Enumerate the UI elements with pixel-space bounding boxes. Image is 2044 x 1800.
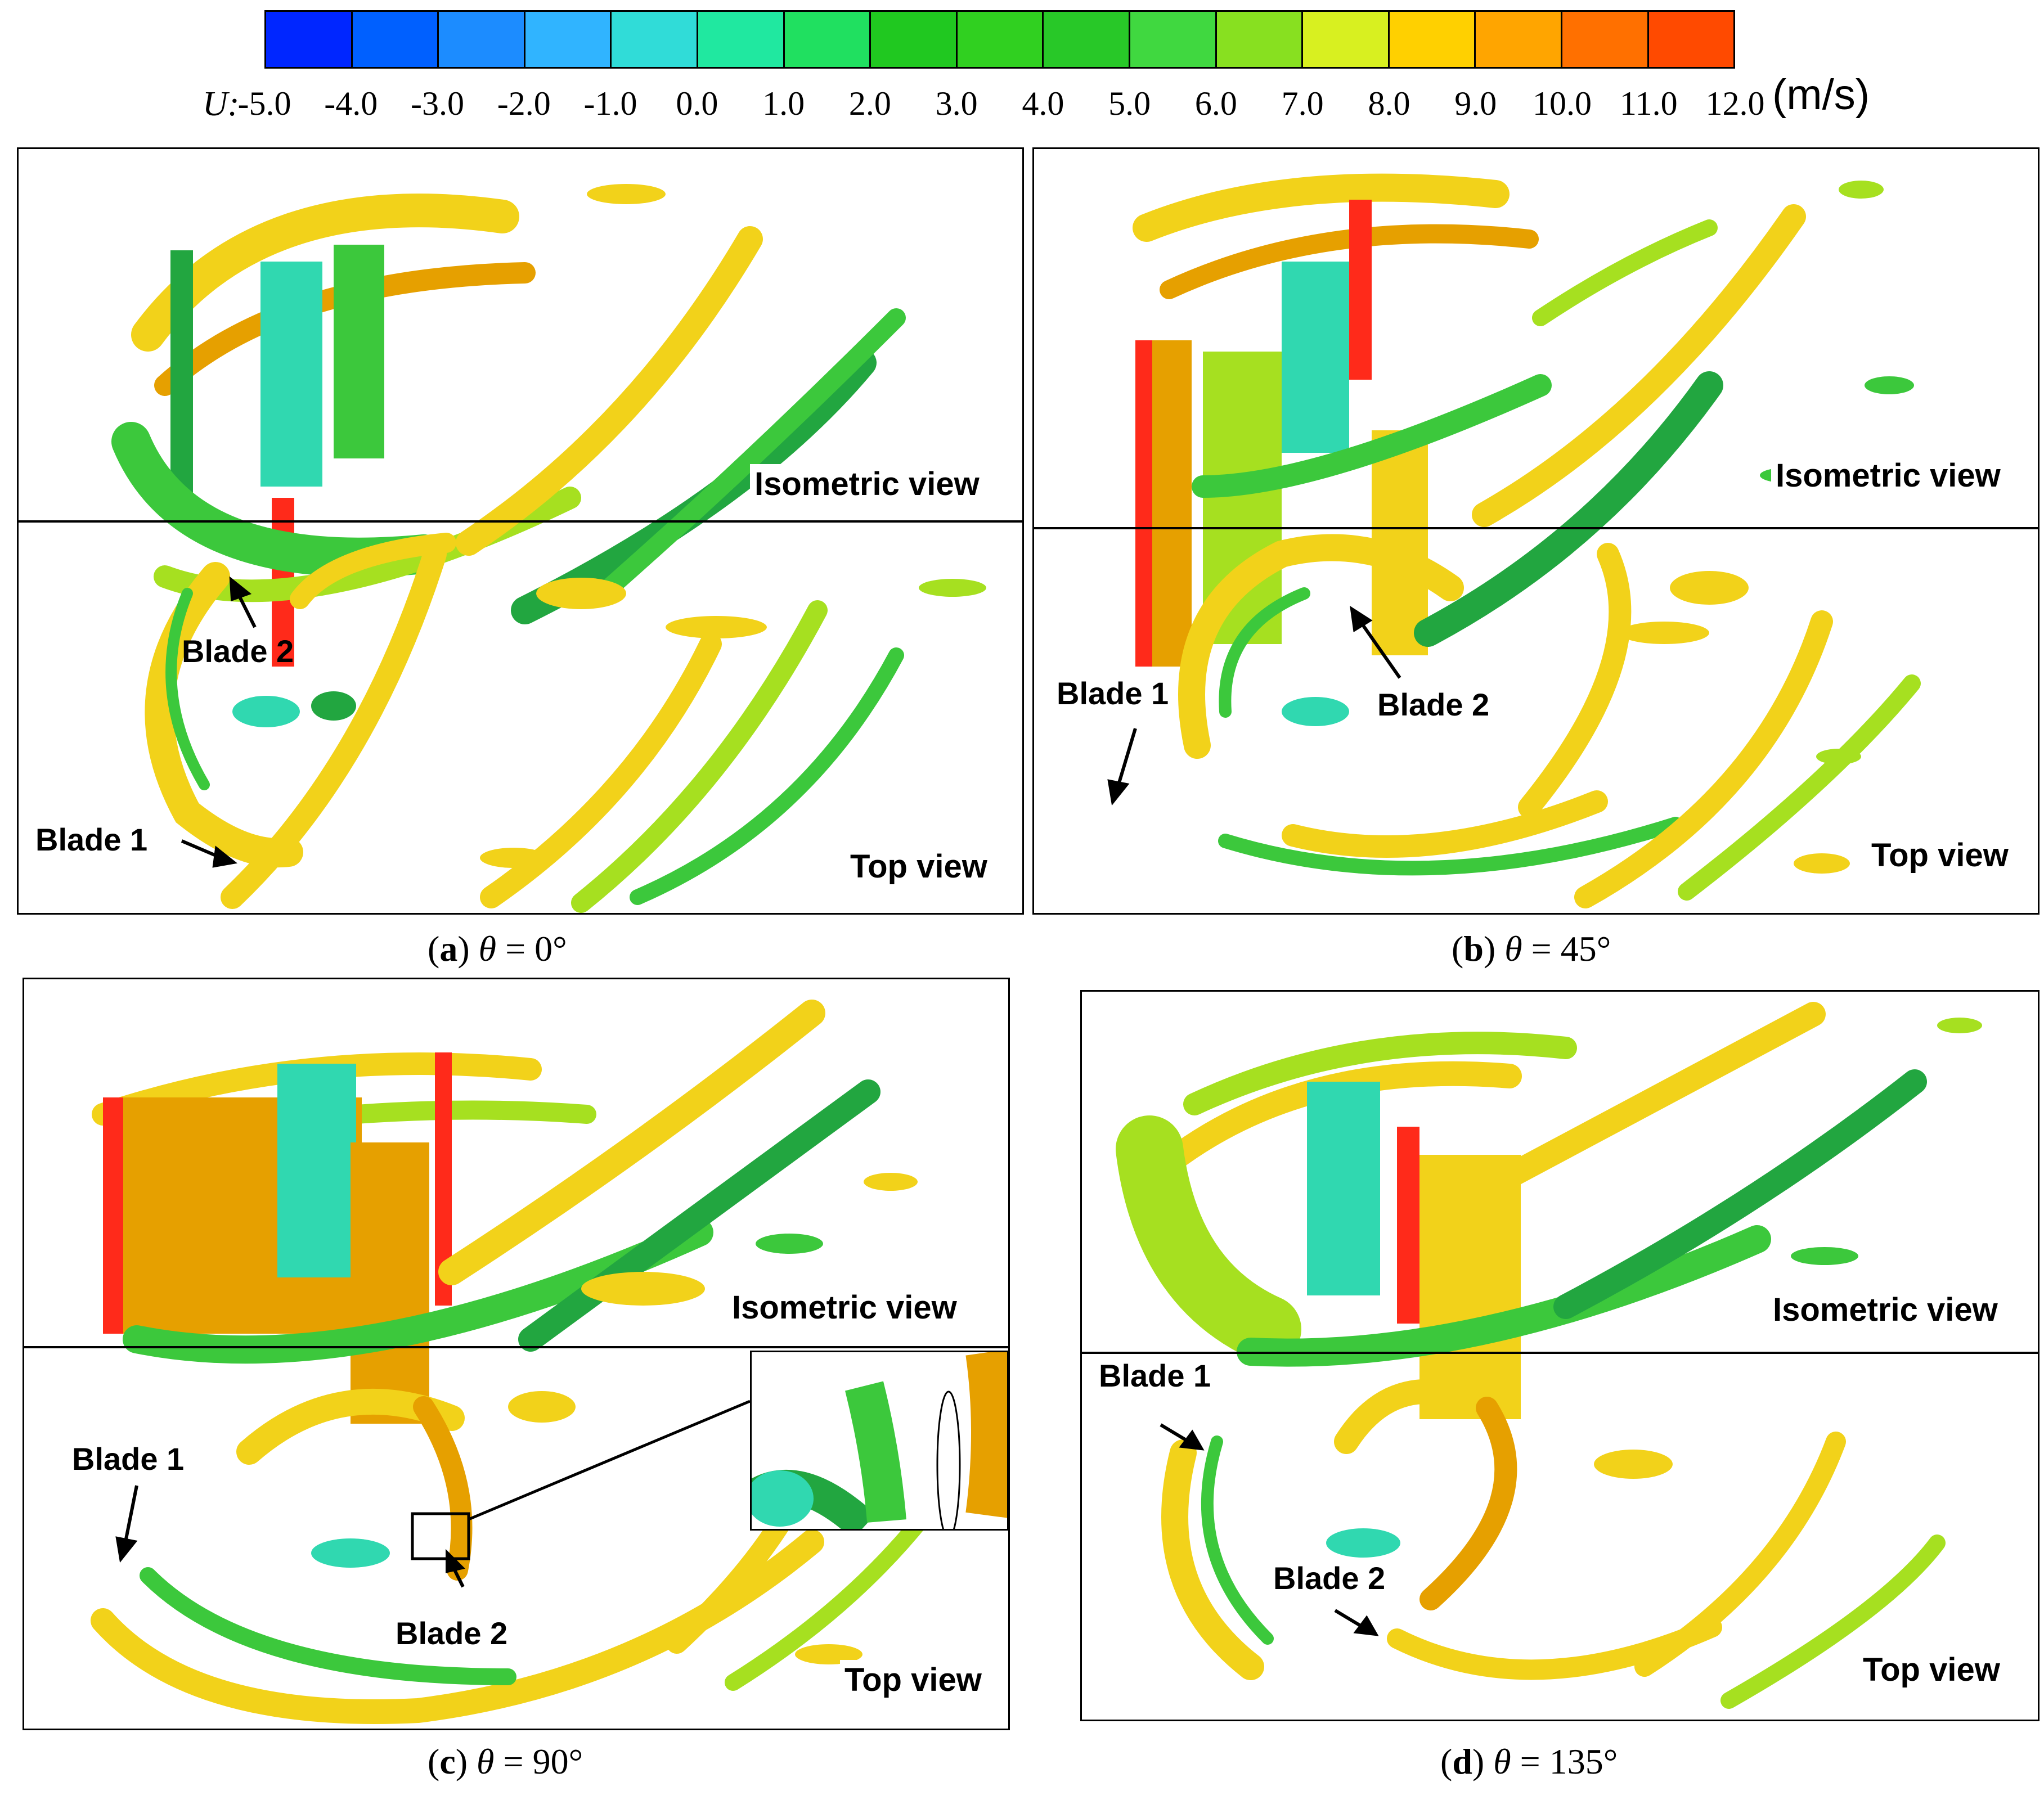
panel-d-divider — [1082, 1352, 2038, 1354]
colorbar-tick-label: 2.0 — [848, 85, 891, 122]
panel-b-top-label: Top view — [1867, 835, 2013, 875]
panel-b-divider — [1034, 527, 2038, 529]
panel-d: Isometric view Top view Blade 1 Blade 2 — [1080, 990, 2039, 1721]
colorbar-tick-label: -1.0 — [583, 85, 637, 122]
panel-d-blade2-label: Blade 2 — [1273, 1560, 1386, 1596]
panel-b-blade1-label: Blade 1 — [1057, 676, 1169, 711]
colorbar-tick-label: -4.0 — [324, 85, 378, 122]
colorbar-cell-16 — [1648, 12, 1734, 67]
panel-d-blade1-label: Blade 1 — [1099, 1358, 1211, 1393]
isometric-vortex-surfaces — [1133, 173, 1914, 667]
colorbar-variable-label: U: — [203, 85, 240, 123]
colorbar-cell-15 — [1562, 12, 1649, 67]
top-view-vortex-surfaces — [145, 533, 904, 913]
caption-c: (c) θ = 90° — [428, 1742, 583, 1781]
blade-annotations — [1107, 605, 1401, 806]
colorbar-tick-label: 11.0 — [1619, 85, 1678, 122]
colorbar-cell-12 — [1303, 12, 1390, 67]
panel-c-isometric-label: Isometric view — [727, 1288, 962, 1328]
colorbar-unit-label: (m/s) — [1772, 71, 1870, 119]
colorbar-cell-14 — [1476, 12, 1562, 67]
panel-a-blade2-label: Blade 2 — [182, 633, 294, 669]
velocity-colorbar — [264, 10, 1735, 69]
colorbar-tick-label: 7.0 — [1281, 85, 1324, 122]
panel-c-zoom-inset — [750, 1351, 1008, 1531]
vortex-isosurface-graphic — [1116, 1002, 1982, 1709]
colorbar-tick-label: 10.0 — [1532, 85, 1592, 122]
colorbar-cell-10 — [1130, 12, 1217, 67]
caption-a: (a) θ = 0° — [428, 929, 567, 969]
panel-b-isometric-label: Isometric view — [1771, 456, 2005, 496]
colorbar-cell-0 — [266, 12, 353, 67]
top-view-vortex-surfaces — [1178, 534, 1921, 908]
colorbar-tick-label: 6.0 — [1194, 85, 1237, 122]
zoom-box — [411, 1512, 470, 1560]
panel-b-blade2-label: Blade 2 — [1377, 687, 1490, 722]
colorbar-cell-13 — [1389, 12, 1476, 67]
panel-d-isometric-label: Isometric view — [1768, 1290, 2002, 1330]
panel-a: Isometric view Top view Blade 2 Blade 1 — [17, 147, 1024, 915]
colorbar-cell-4 — [612, 12, 698, 67]
vortex-isosurface-graphic — [111, 184, 986, 913]
panel-a-divider — [19, 520, 1022, 523]
colorbar-tick-label: -2.0 — [497, 85, 551, 122]
panel-a-isometric-label: Isometric view — [750, 464, 984, 504]
panel-c-top-label: Top view — [840, 1660, 986, 1700]
caption-d: (d) θ = 135° — [1440, 1742, 1618, 1781]
colorbar-cell-9 — [1044, 12, 1130, 67]
colorbar-tick-label: 1.0 — [762, 85, 805, 122]
panel-b: Isometric view Top view Blade 1 Blade 2 — [1032, 147, 2039, 915]
colorbar-cell-5 — [698, 12, 785, 67]
colorbar-tick-label: 9.0 — [1454, 85, 1497, 122]
colorbar-tick-label: -5.0 — [237, 85, 291, 122]
zoom-connector — [468, 1400, 751, 1521]
colorbar-cell-3 — [525, 12, 612, 67]
blade-annotations — [115, 1485, 465, 1588]
panel-c-divider — [24, 1346, 1008, 1348]
blade-annotations — [181, 576, 257, 868]
colorbar-cell-1 — [352, 12, 439, 67]
panel-c: Isometric view Top view Blade 1 Blade 2 — [23, 978, 1010, 1730]
top-view-vortex-surfaces — [1161, 1379, 1946, 1709]
blade-annotations — [1160, 1423, 1379, 1636]
colorbar-tick-label: 8.0 — [1368, 85, 1410, 122]
vortex-isosurface-graphic — [1107, 173, 1921, 908]
colorbar-cell-7 — [871, 12, 958, 67]
colorbar-tick-label: 3.0 — [935, 85, 978, 122]
colorbar-tick-label: 5.0 — [1108, 85, 1151, 122]
colorbar-cell-11 — [1216, 12, 1304, 67]
colorbar-cell-8 — [957, 12, 1044, 67]
vortex-isosurface-graphic — [91, 1000, 955, 1724]
colorbar-cell-6 — [784, 12, 871, 67]
panel-a-top-label: Top view — [846, 847, 992, 886]
colorbar-tick-label: 4.0 — [1022, 85, 1064, 122]
colorbar-cell-2 — [439, 12, 525, 67]
isometric-vortex-surfaces — [92, 1000, 918, 1424]
panel-a-blade1-label: Blade 1 — [35, 822, 148, 857]
colorbar-tick-label: 12.0 — [1705, 85, 1765, 122]
isometric-vortex-surfaces — [1116, 1002, 1982, 1419]
panel-c-blade2-label: Blade 2 — [396, 1616, 508, 1651]
colorbar-tick-label: 0.0 — [676, 85, 718, 122]
panel-d-top-label: Top view — [1858, 1650, 2005, 1690]
colorbar-tick-labels: -5.0 -4.0 -3.0 -2.0 -1.0 0.0 1.0 2.0 3.0 4.0 5.0 6.… — [238, 84, 1765, 129]
colorbar-tick-label: -3.0 — [411, 85, 465, 122]
caption-b: (b) θ = 45° — [1452, 929, 1611, 969]
panel-c-blade1-label: Blade 1 — [72, 1441, 185, 1477]
